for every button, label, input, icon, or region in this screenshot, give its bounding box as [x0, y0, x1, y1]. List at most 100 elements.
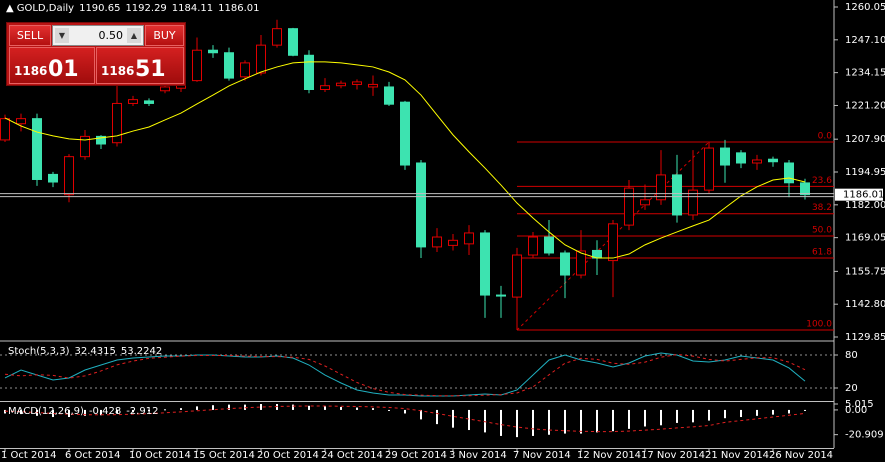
price-label: 1186.01	[843, 190, 884, 201]
y-tick-label: 1234.15	[845, 68, 885, 79]
candle-body	[784, 162, 794, 184]
macd-bar	[452, 409, 454, 428]
macd-bar	[324, 406, 326, 410]
candle-body	[416, 162, 426, 248]
macd-bar	[484, 409, 486, 433]
high-value: 1192.29	[125, 3, 167, 14]
fib-label: 100.0	[806, 320, 832, 330]
macd-bar	[532, 409, 534, 436]
buy-button[interactable]: BUY	[145, 25, 184, 46]
candle-body	[288, 28, 298, 56]
candle-body	[608, 223, 618, 262]
macd-bar	[740, 409, 742, 418]
lot-down[interactable]: ▼	[55, 28, 69, 43]
lot-field[interactable]: ▼ 0.50 ▲	[52, 25, 144, 46]
macd-bar	[420, 409, 422, 420]
candle-body	[304, 54, 314, 90]
x-tick-label: 17 Nov 2014	[641, 450, 705, 461]
candle-body	[256, 44, 266, 74]
macd-bar	[580, 409, 582, 434]
macd-bar	[436, 409, 438, 425]
lot-value: 0.50	[98, 29, 124, 42]
macd-title: MACD(12,26,9)	[8, 406, 84, 417]
macd-bar	[372, 408, 374, 410]
candle-body	[720, 147, 730, 166]
macd-main-value: -0.428	[88, 406, 122, 417]
candle-body	[800, 182, 810, 196]
x-tick-label: 24 Oct 2014	[321, 450, 383, 461]
candle-body	[672, 174, 682, 216]
macd-bar	[356, 407, 358, 410]
chart-header: ▲ GOLD,Daily 1190.65 1192.29 1184.11 1186.01	[6, 3, 265, 14]
macd-bar	[244, 404, 246, 410]
candle-body	[368, 83, 378, 88]
macd-bar	[708, 409, 710, 421]
indicator-line	[4, 352, 806, 397]
y-tick-label: 1129.85	[845, 332, 885, 343]
candle-body	[192, 49, 202, 82]
stoch-title: Stoch(5,3,3)	[8, 346, 70, 357]
sell-button[interactable]: SELL	[9, 25, 51, 46]
lot-up[interactable]: ▲	[127, 28, 141, 43]
macd-bar	[772, 409, 774, 415]
macd-bar	[260, 404, 262, 410]
candle-body	[640, 199, 650, 206]
macd-bar	[212, 405, 214, 410]
macd-bar	[500, 409, 502, 436]
candle-body	[576, 250, 586, 276]
fib-label: 61.8	[812, 248, 832, 258]
y-tick-label: 1194.95	[845, 167, 885, 178]
macd-header: MACD(12,26,9) -0.428 -2.912	[8, 406, 163, 417]
trade-panel: SELL ▼ 0.50 ▲ BUY 1186 01 1186 51	[6, 22, 186, 86]
x-tick-label: 3 Nov 2014	[449, 450, 507, 461]
fib-label: 50.0	[812, 226, 832, 236]
x-tick-label: 10 Oct 2014	[129, 450, 191, 461]
x-tick-label: 20 Oct 2014	[257, 450, 319, 461]
macd-bar	[84, 409, 86, 416]
bid-pips: 01	[48, 57, 79, 82]
candle-body	[224, 52, 234, 79]
candle-body	[0, 118, 10, 141]
candle-body	[512, 254, 522, 298]
macd-bar	[804, 409, 806, 411]
y-tick-label: 20	[845, 383, 858, 394]
candle-body	[448, 239, 458, 246]
y-tick-label: 1247.10	[845, 35, 885, 46]
x-tick-label: 7 Nov 2014	[513, 450, 571, 461]
macd-bar	[788, 409, 790, 414]
candle-body	[384, 86, 394, 105]
ask-big: 1186	[101, 64, 135, 78]
y-tick-label: 80	[845, 350, 858, 361]
low-value: 1184.11	[171, 3, 214, 14]
x-tick-label: 1 Oct 2014	[1, 450, 56, 461]
macd-bar	[756, 409, 758, 416]
macd-bar	[132, 409, 134, 413]
candle-body	[624, 187, 634, 226]
fib-label: 23.6	[812, 176, 832, 186]
candle-body	[704, 147, 714, 191]
macd-bar	[116, 409, 118, 414]
header-icon: ▲	[6, 3, 14, 14]
x-tick-label: 26 Nov 2014	[769, 450, 833, 461]
macd-bar	[196, 406, 198, 410]
macd-bar	[692, 409, 694, 423]
macd-bar	[20, 409, 22, 415]
bid-big: 1186	[14, 64, 48, 78]
candle-body	[16, 118, 26, 125]
candle-body	[752, 159, 762, 164]
candle-body	[480, 232, 490, 296]
macd-bar	[388, 409, 390, 411]
macd-bar	[468, 409, 470, 431]
candle-body	[48, 173, 58, 183]
candle-body	[64, 156, 74, 196]
moving-average	[4, 61, 806, 259]
fib-label: 0.0	[818, 131, 833, 141]
bid-quote[interactable]: 1186 01	[9, 47, 95, 84]
stoch-signal-value: 53.2242	[120, 346, 163, 357]
x-tick-label: 6 Oct 2014	[65, 450, 120, 461]
macd-signal-value: -2.912	[126, 406, 159, 417]
macd-bar	[68, 409, 70, 418]
x-tick-label: 29 Oct 2014	[385, 450, 447, 461]
ask-quote[interactable]: 1186 51	[96, 47, 184, 84]
